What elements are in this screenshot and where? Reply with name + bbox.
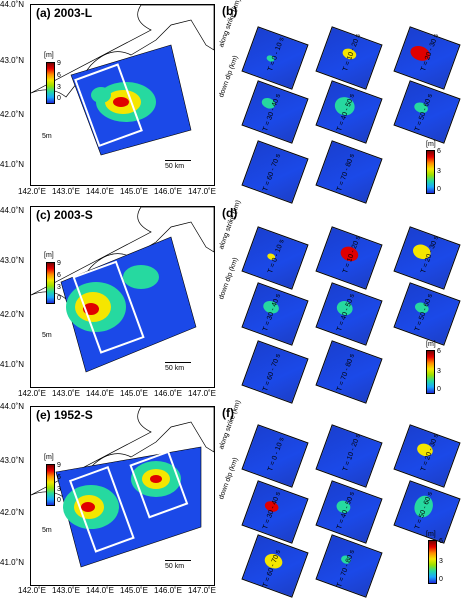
panel-c-km-scalebar [165, 362, 191, 363]
panel-f-tick-3: 3 [439, 558, 443, 565]
panel-e-tick-6: 6 [57, 474, 61, 481]
panel-c-slip-scale: 5m [42, 332, 52, 339]
panel-f-colorbar-unit: [m] [426, 531, 436, 538]
panel-b-tick-6: 6 [437, 148, 441, 155]
panel-c-tick-6: 6 [57, 272, 61, 279]
map-e [30, 406, 215, 586]
panel-b-dip-axis: down dip (km) [218, 54, 240, 99]
lat-tick-c-41: 41.0˚N [0, 360, 25, 369]
panel-a-tick-3: 3 [57, 84, 61, 91]
panel-a-label: (a) 2003-L [36, 6, 93, 20]
panel-a-km-label: 50 km [165, 163, 185, 170]
panel-c-tick-9: 9 [57, 260, 61, 267]
panel-d-colorbar [426, 350, 435, 394]
panel-e-tick-9: 9 [57, 462, 61, 469]
lat-tick-c-44: 44.0˚N [0, 206, 25, 215]
lon-tick-e-146: 146.0˚E [154, 586, 183, 595]
map-a-svg [31, 5, 214, 156]
panel-d-tick-0: 0 [437, 386, 441, 393]
lat-tick-e-44: 44.0˚N [0, 402, 25, 411]
panel-e-slip-scale: 5m [42, 527, 52, 534]
panel-c-colorbar [46, 262, 55, 304]
panel-e-km-scalebar [165, 560, 191, 561]
lon-tick-c-142: 142.0˚E [18, 389, 47, 398]
lon-tick-c-144: 144.0˚E [86, 389, 115, 398]
panel-c-colorbar-unit: [m] [44, 252, 54, 259]
map-e-svg [31, 407, 214, 568]
panel-a-slip-scale: 5m [42, 133, 52, 140]
panel-c-label: (c) 2003-S [36, 208, 93, 222]
lon-tick-e-144: 144.0˚E [86, 586, 115, 595]
panel-d-colorbar-unit: [m] [426, 341, 436, 348]
lon-tick-e-145: 145.0˚E [120, 586, 149, 595]
panel-c-km-label: 50 km [165, 365, 185, 372]
lat-tick-e-41: 41.0˚N [0, 558, 25, 567]
panel-f-colorbar [428, 540, 437, 584]
panel-f-tick-6: 6 [439, 538, 443, 545]
lon-tick-a-145: 145.0˚E [120, 187, 149, 196]
panel-d-tick-3: 3 [437, 368, 441, 375]
lon-tick-c-143: 143.0˚E [52, 389, 81, 398]
panel-a-tick-6: 6 [57, 72, 61, 79]
panel-a-tick-9: 9 [57, 60, 61, 67]
panel-d-dip-axis: down dip (km) [218, 256, 240, 301]
panel-a-colorbar-unit: [m] [44, 52, 54, 59]
lat-tick-c-43: 43.0˚N [0, 256, 25, 265]
lon-tick-c-147: 147.0˚E [188, 389, 217, 398]
panel-a-km-scalebar [165, 160, 191, 161]
panel-c-tick-0: 0 [57, 295, 61, 302]
panel-f-label: (f) [222, 406, 234, 420]
panel-b-colorbar-unit: [m] [426, 141, 436, 148]
map-c [30, 206, 215, 388]
panel-e-label: (e) 1952-S [36, 408, 93, 422]
lat-tick-a-42: 42.0˚N [0, 110, 25, 119]
lon-tick-a-143: 143.0˚E [52, 187, 81, 196]
panel-b-tick-0: 0 [437, 186, 441, 193]
panel-e-colorbar-unit: [m] [44, 454, 54, 461]
lon-tick-a-144: 144.0˚E [86, 187, 115, 196]
panel-b-tick-3: 3 [437, 168, 441, 175]
panel-e-tick-0: 0 [57, 497, 61, 504]
panel-b-colorbar [426, 150, 435, 194]
panel-e-colorbar [46, 464, 55, 506]
lon-tick-c-146: 146.0˚E [154, 389, 183, 398]
panel-e-tick-3: 3 [57, 486, 61, 493]
lat-tick-e-42: 42.0˚N [0, 508, 25, 517]
lat-tick-e-43: 43.0˚N [0, 456, 25, 465]
lon-tick-e-142: 142.0˚E [18, 586, 47, 595]
panel-a-tick-0: 0 [57, 95, 61, 102]
panel-e-km-label: 50 km [165, 563, 185, 570]
panel-d-label: (d) [222, 206, 238, 220]
panel-d-tick-6: 6 [437, 348, 441, 355]
panel-a-colorbar [46, 62, 55, 104]
lon-tick-a-147: 147.0˚E [188, 187, 217, 196]
lat-tick-c-42: 42.0˚N [0, 310, 25, 319]
lon-tick-e-147: 147.0˚E [188, 586, 217, 595]
panel-f-tick-0: 0 [439, 576, 443, 583]
map-c-svg [31, 207, 214, 373]
panel-b-label: (b) [222, 4, 238, 18]
lat-tick-a-44: 44.0˚N [0, 0, 25, 9]
lon-tick-e-143: 143.0˚E [52, 586, 81, 595]
panel-c-tick-3: 3 [57, 284, 61, 291]
lat-tick-a-43: 43.0˚N [0, 56, 25, 65]
map-a [30, 4, 215, 186]
panel-f-dip-axis: down dip (km) [218, 456, 240, 501]
lon-tick-c-145: 145.0˚E [120, 389, 149, 398]
lon-tick-a-146: 146.0˚E [154, 187, 183, 196]
lon-tick-a-142: 142.0˚E [18, 187, 47, 196]
lat-tick-a-41: 41.0˚N [0, 160, 25, 169]
